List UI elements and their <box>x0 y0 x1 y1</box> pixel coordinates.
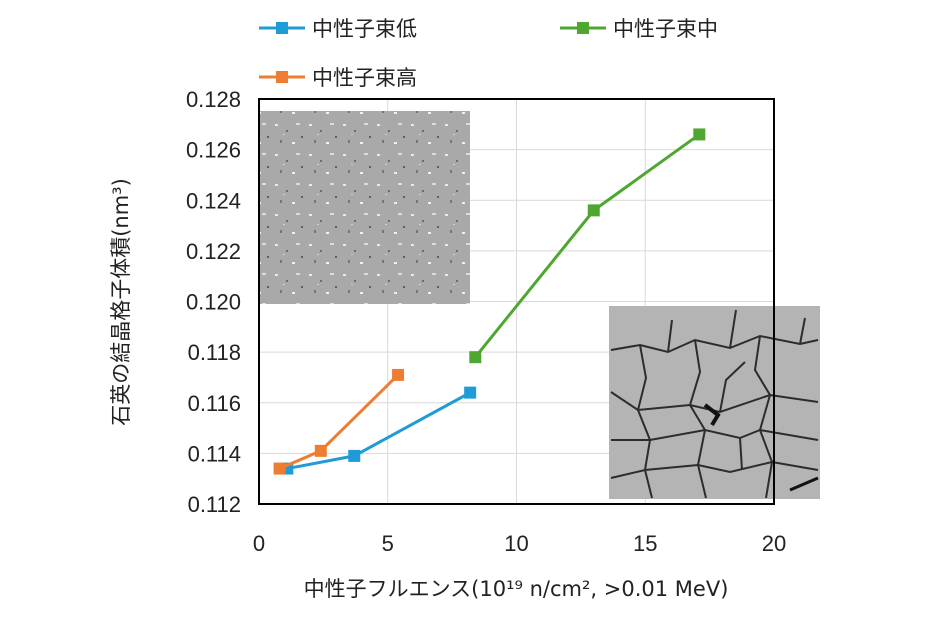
data-point-marker <box>392 368 405 381</box>
inset-micrograph-low-fluence <box>259 111 470 304</box>
y-tick-label: 0.114 <box>188 441 241 466</box>
y-tick-label: 0.112 <box>188 492 241 517</box>
y-tick-label: 0.128 <box>186 87 241 112</box>
inset-micrograph-high-fluence <box>609 306 820 499</box>
series-line <box>279 373 400 470</box>
legend-item: 中性子束高 <box>259 66 417 90</box>
plot-area-frame <box>258 98 775 505</box>
series-line <box>287 391 471 471</box>
legend-item: 中性子束低 <box>259 17 417 41</box>
series-1 <box>469 128 706 364</box>
y-axis-ticks: 0.112 0.114 0.116 0.118 0.120 0.122 0.124 0.126… <box>186 87 241 517</box>
y-tick-label: 0.120 <box>186 290 241 315</box>
data-point-marker <box>314 444 327 457</box>
data-point-marker <box>464 386 477 399</box>
legend-item: 中性子束中 <box>560 17 718 41</box>
y-tick-label: 0.122 <box>186 239 241 264</box>
legend-label: 中性子束中 <box>613 17 718 41</box>
data-point-marker <box>587 204 600 217</box>
legend-label: 中性子束高 <box>312 66 417 90</box>
legend-marker <box>577 22 589 34</box>
y-axis-title: 石英の結晶格子体積(nm³) <box>109 178 133 426</box>
data-point-marker <box>348 449 361 462</box>
x-tick-label: 20 <box>762 531 786 556</box>
series-2 <box>273 368 405 475</box>
x-axis-ticks: 0 5 10 15 20 <box>253 531 786 556</box>
legend-label: 中性子束低 <box>312 17 417 41</box>
series-group <box>273 128 706 475</box>
x-tick-label: 5 <box>382 531 394 556</box>
x-tick-label: 0 <box>253 531 265 556</box>
legend-marker <box>276 71 288 83</box>
data-point-marker <box>469 351 482 364</box>
data-point-marker <box>273 462 286 475</box>
y-tick-label: 0.126 <box>186 138 241 163</box>
x-tick-label: 10 <box>504 531 528 556</box>
x-tick-label: 15 <box>633 531 657 556</box>
series-0 <box>281 386 477 475</box>
y-tick-label: 0.124 <box>186 188 241 213</box>
y-tick-label: 0.116 <box>188 391 241 416</box>
y-tick-label: 0.118 <box>188 340 241 365</box>
x-axis-title: 中性子フルエンス(10¹⁹ n/cm², >0.01 MeV) <box>304 577 729 601</box>
legend-marker <box>276 22 288 34</box>
data-point-marker <box>693 128 706 141</box>
